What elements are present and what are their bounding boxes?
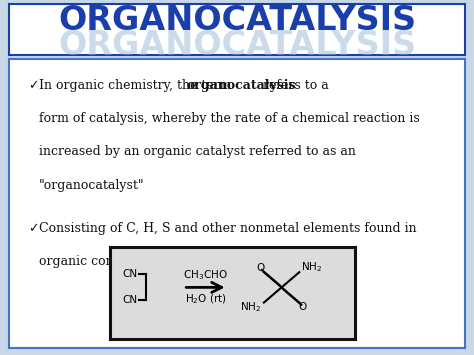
Text: H$_2$O (rt): H$_2$O (rt) bbox=[184, 293, 226, 306]
Text: organocatalysis: organocatalysis bbox=[186, 79, 296, 92]
Text: ✓: ✓ bbox=[27, 222, 38, 235]
Text: CH$_3$CHO: CH$_3$CHO bbox=[183, 268, 228, 282]
Text: "organocatalyst": "organocatalyst" bbox=[39, 179, 145, 192]
Text: O: O bbox=[256, 263, 264, 273]
Text: ORGANOCATALYSIS: ORGANOCATALYSIS bbox=[58, 29, 416, 62]
Text: ORGANOCATALYSIS: ORGANOCATALYSIS bbox=[58, 4, 416, 37]
Text: NH$_2$: NH$_2$ bbox=[301, 261, 322, 274]
Text: organic compounds.: organic compounds. bbox=[39, 255, 167, 268]
Text: increased by an organic catalyst referred to as an: increased by an organic catalyst referre… bbox=[39, 146, 356, 158]
Text: O: O bbox=[299, 302, 307, 312]
Text: ✓: ✓ bbox=[27, 79, 38, 92]
Text: CN: CN bbox=[123, 269, 138, 279]
Text: NH$_2$: NH$_2$ bbox=[240, 300, 262, 314]
Text: refers to a: refers to a bbox=[259, 79, 329, 92]
Text: form of catalysis, whereby the rate of a chemical reaction is: form of catalysis, whereby the rate of a… bbox=[39, 112, 420, 125]
Text: In organic chemistry, the term: In organic chemistry, the term bbox=[39, 79, 236, 92]
Text: Consisting of C, H, S and other nonmetal elements found in: Consisting of C, H, S and other nonmetal… bbox=[39, 222, 417, 235]
Text: CN: CN bbox=[123, 295, 138, 305]
